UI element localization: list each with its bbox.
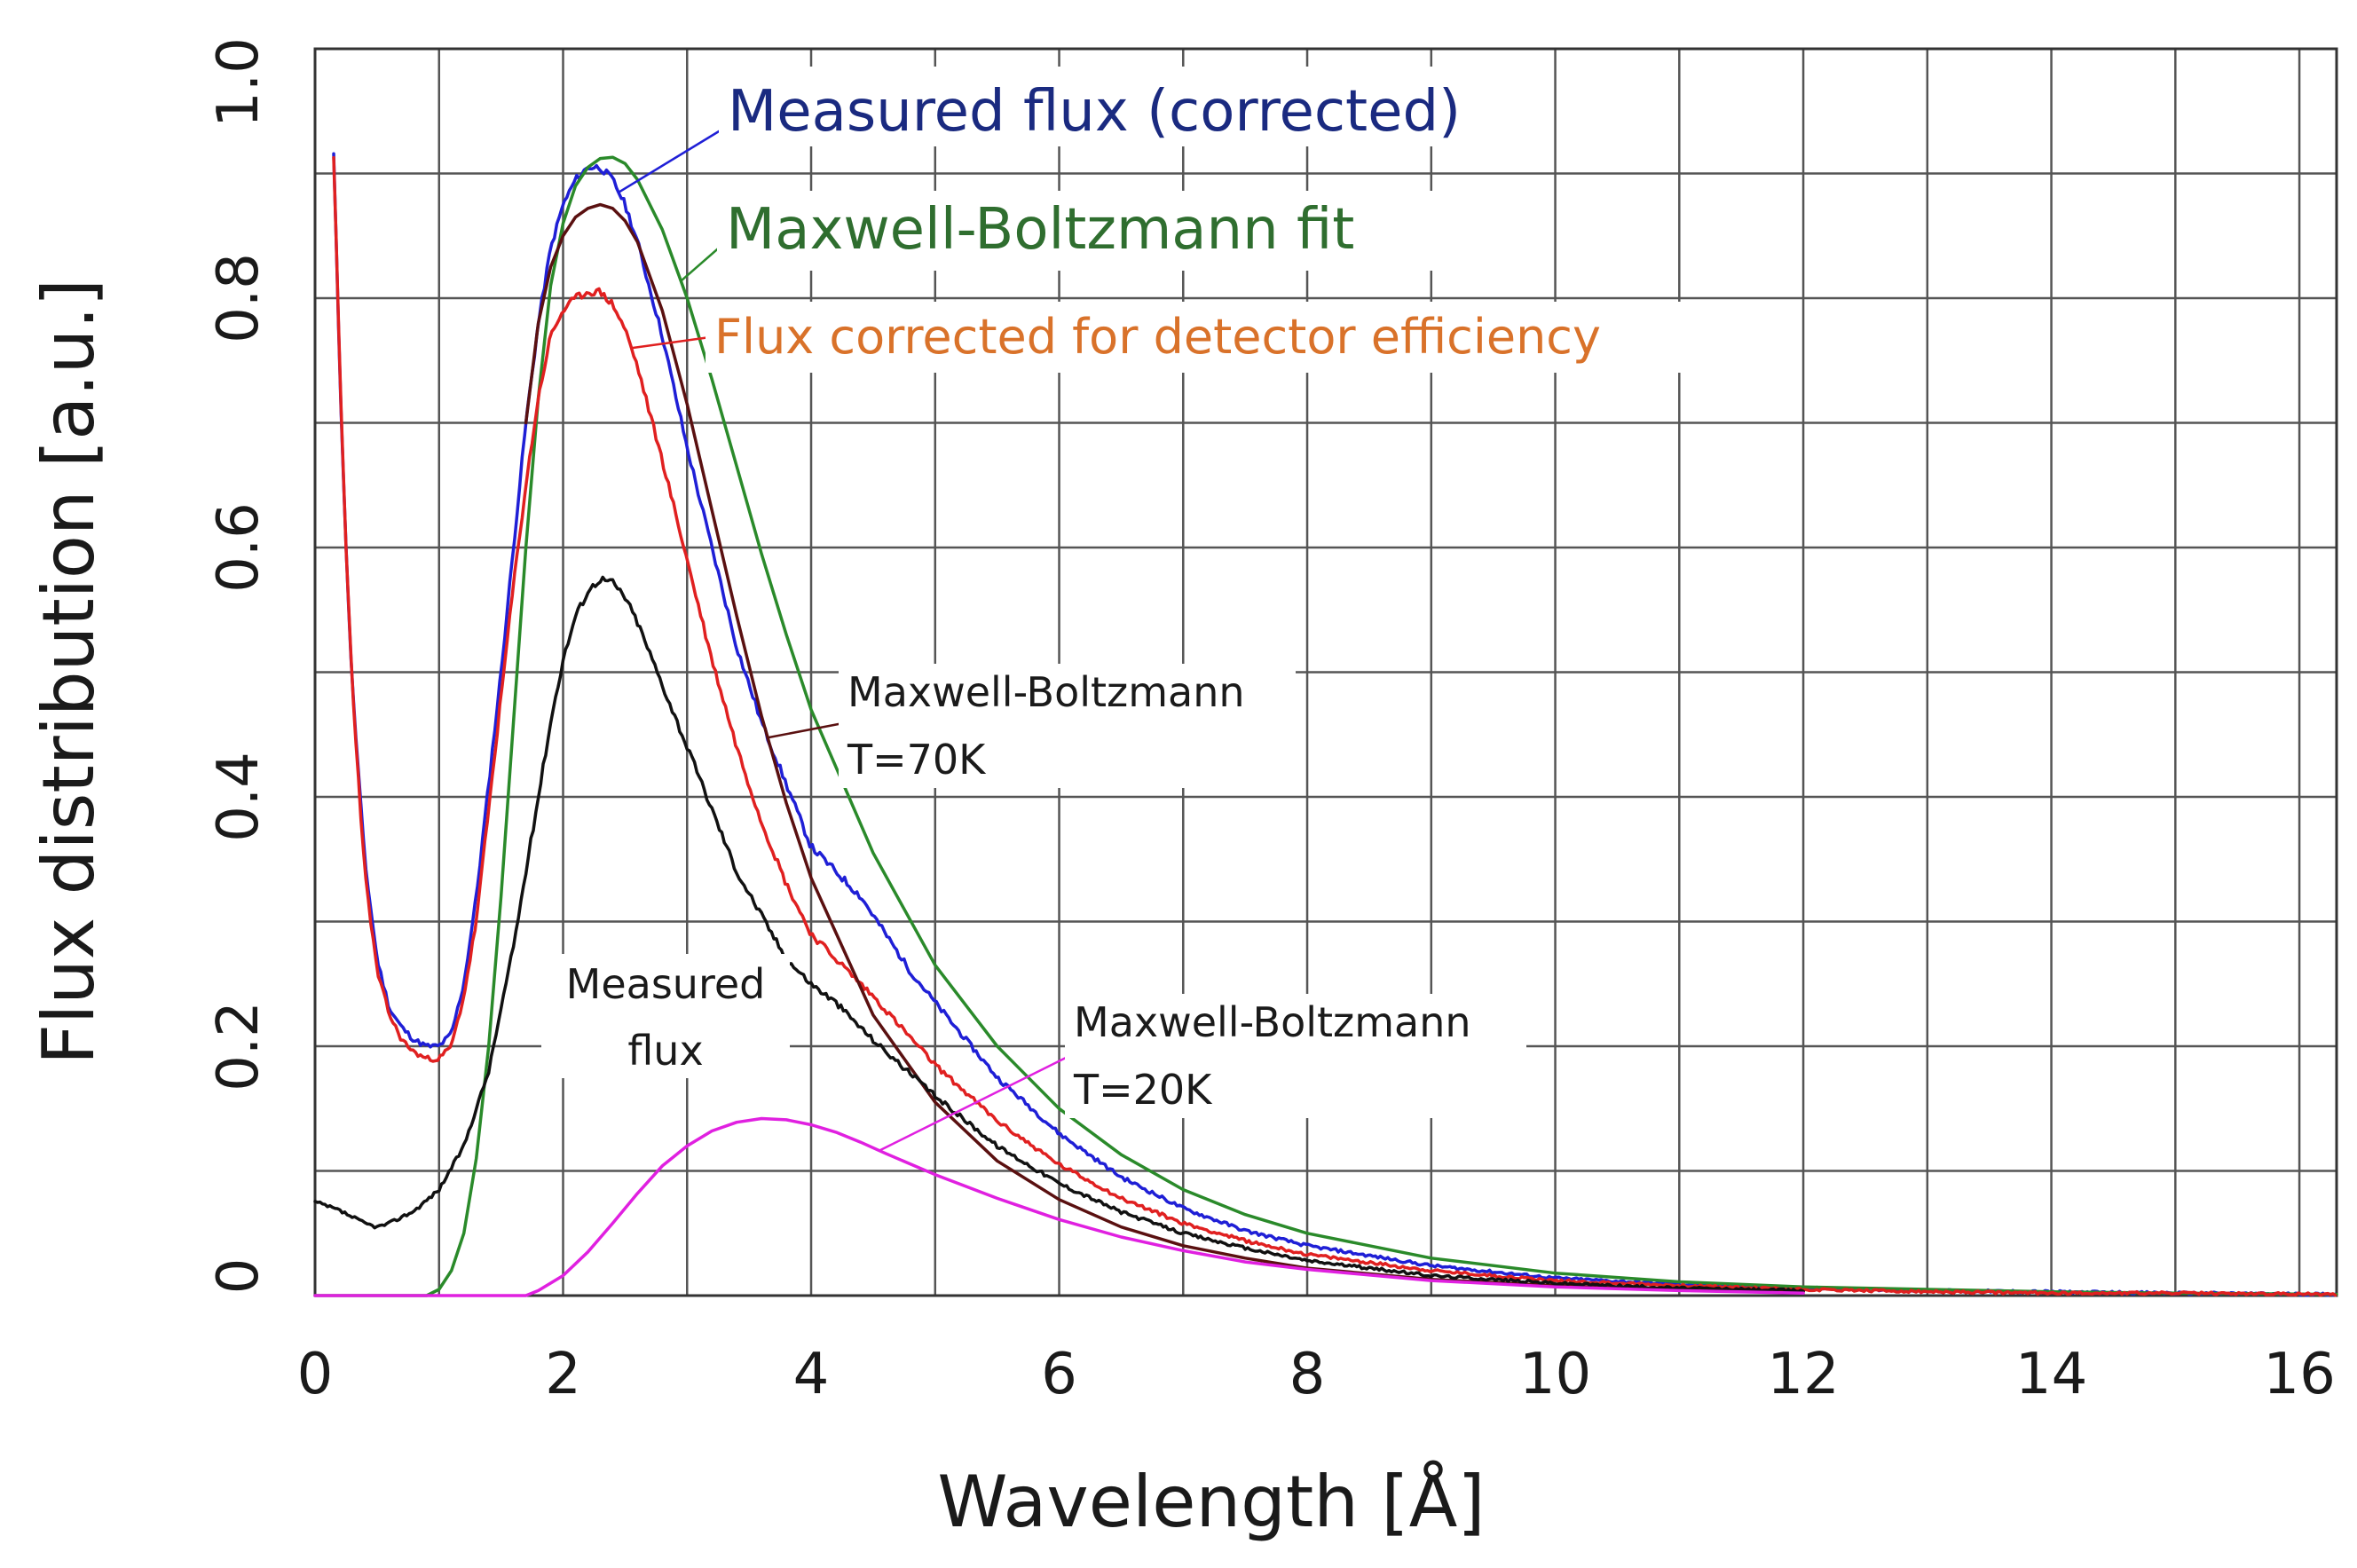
y-tick-label: 0.2 [206, 1001, 272, 1091]
annotation-bg-fit [717, 191, 1436, 271]
series-maxwell-boltzmann-t-20k [313, 1116, 1805, 1297]
plot-frame [313, 47, 2338, 1297]
annotation-leaders [618, 127, 1070, 1152]
x-tick-label: 0 [297, 1342, 334, 1407]
x-tick-label: 6 [1041, 1342, 1077, 1407]
y-tick-label: 0.6 [206, 502, 272, 593]
annotation-measured-line1: Measured [566, 960, 766, 1008]
annotation-flux-corrected-detector-efficiency: Flux corrected for detector efficiency [714, 309, 1601, 365]
x-tick-label: 14 [2015, 1342, 2087, 1407]
annotation-leader [879, 1054, 1070, 1152]
series-measured-flux [313, 575, 1805, 1294]
annotation-leader [767, 721, 844, 739]
annotation-bg-measured [541, 954, 790, 1078]
x-tick-labels: 0 2 4 6 8 10 12 14 16 [297, 1342, 2336, 1407]
y-tick-label: 0.8 [206, 253, 272, 343]
series-maxwell-boltzmann-t-70k [524, 202, 1805, 1294]
annotation-bg-corrected [719, 67, 1544, 146]
annotation-measured-line2: flux [627, 1027, 703, 1075]
annotation-mb70-line2: T=70K [847, 736, 987, 784]
annotation-maxwell-boltzmann-fit: Maxwell-Boltzmann fit [726, 197, 1354, 263]
y-tick-label: 0.4 [206, 752, 272, 842]
annotation-leader [680, 243, 724, 282]
x-tick-label: 16 [2263, 1342, 2335, 1407]
x-tick-label: 10 [1519, 1342, 1591, 1407]
annotation-bg-detector [706, 302, 1686, 373]
annotation-mb20-line2: T=20K [1073, 1066, 1213, 1114]
series-flux-corrected-for-detector-efficiency [332, 155, 2337, 1297]
y-tick-labels: 0 0.2 0.4 0.6 0.8 1.0 [206, 37, 272, 1294]
y-tick-label: 1.0 [206, 37, 272, 128]
annotation-leader [631, 335, 711, 350]
y-axis-title: Flux distribution [a.u.] [28, 279, 110, 1065]
annotation-mb20-line1: Maxwell-Boltzmann [1074, 998, 1471, 1046]
series-lines [313, 152, 2338, 1297]
x-tick-label: 8 [1289, 1342, 1326, 1407]
annotation-bg-mb20 [1065, 994, 1526, 1118]
annotation-mb70-line1: Maxwell-Boltzmann [847, 668, 1245, 716]
annotation-measured-flux-corrected: Measured flux (corrected) [728, 79, 1461, 145]
y-tick-label: 0 [206, 1258, 272, 1295]
x-tick-label: 4 [793, 1342, 830, 1407]
x-tick-label: 12 [1767, 1342, 1839, 1407]
x-axis-title: Wavelength [Å] [937, 1460, 1485, 1543]
annotation-leader [618, 127, 724, 193]
x-tick-label: 2 [545, 1342, 581, 1407]
annotation-bg-mb70 [839, 664, 1296, 788]
